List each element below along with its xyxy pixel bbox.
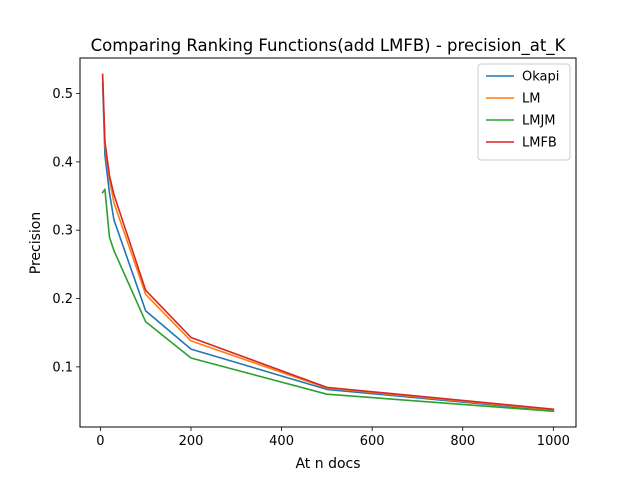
y-tick-label: 0.1: [52, 360, 73, 375]
y-axis-ticks: 0.1 0.2 0.3 0.4 0.5: [52, 87, 80, 375]
legend-label-lm: LM: [522, 92, 540, 107]
plot-lines: [101, 73, 555, 413]
y-tick-label: 0.5: [52, 87, 73, 102]
legend-box: [477, 63, 571, 161]
legend-label-okapi: Okapi: [522, 70, 559, 85]
x-tick-label: 600: [360, 434, 385, 449]
x-tick-label: 800: [450, 434, 475, 449]
series-line-lmjm: [101, 188, 555, 413]
x-axis-ticks: 0 200 400 600 800 1000: [96, 427, 570, 449]
y-tick-label: 0.2: [52, 292, 73, 307]
y-tick-label: 0.3: [52, 224, 73, 239]
legend-label-lmjm: LMJM: [522, 114, 556, 129]
legend-label-lmfb: LMFB: [522, 136, 557, 151]
y-axis-label: Precision: [28, 212, 44, 274]
y-tick-label: 0.4: [52, 155, 73, 170]
series-line-okapi: [101, 82, 555, 412]
x-tick-label: 0: [96, 434, 104, 449]
legend: Okapi LM LMJM LMFB: [477, 63, 571, 161]
series-line-lmfb: [101, 73, 555, 411]
chart-title: Comparing Ranking Functions(add LMFB) - …: [91, 36, 567, 56]
x-tick-label: 200: [179, 434, 204, 449]
plot-frame: [79, 57, 577, 428]
x-tick-label: 400: [269, 434, 294, 449]
x-axis-label: At n docs: [295, 456, 360, 472]
x-tick-label: 1000: [537, 434, 570, 449]
